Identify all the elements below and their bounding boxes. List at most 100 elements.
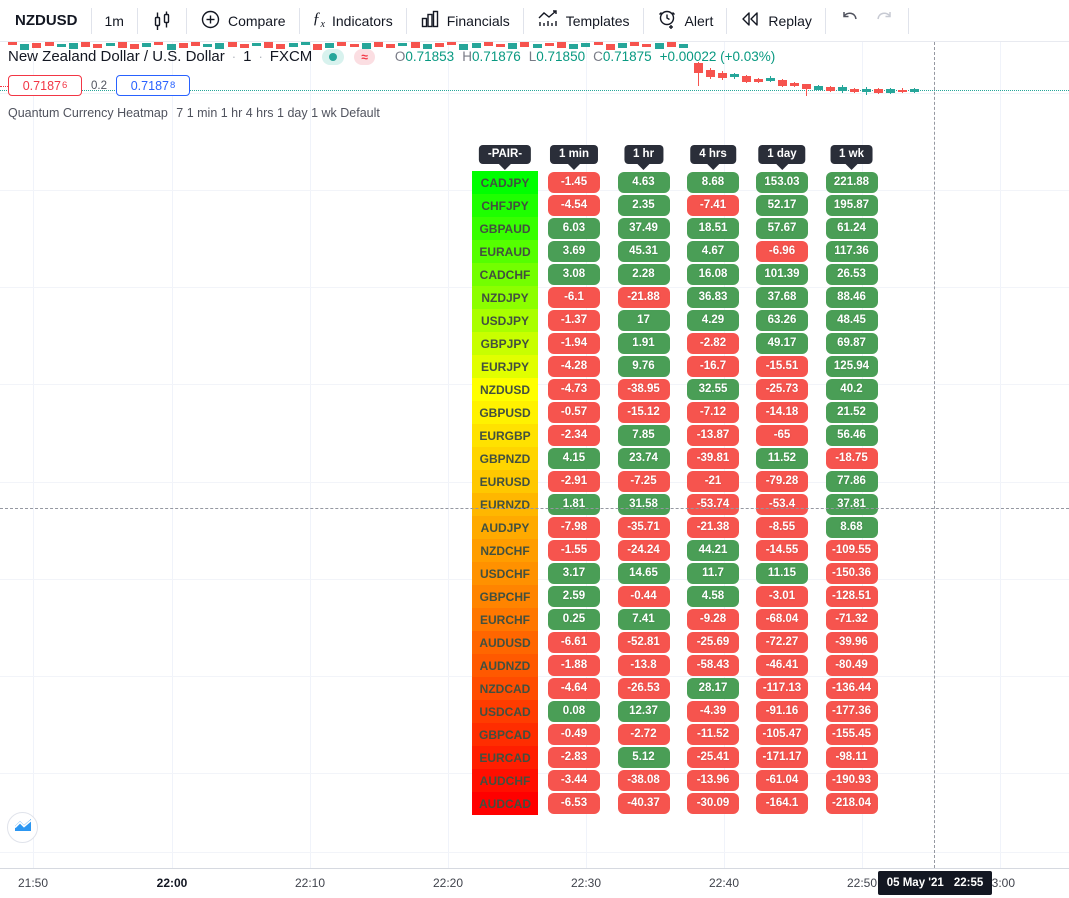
heatmap-value-cell: 5.12 <box>617 746 670 769</box>
alert-button[interactable]: Alert <box>644 0 727 41</box>
heatmap-value-cell: -16.7 <box>687 355 739 378</box>
candle-tape-mark <box>459 44 469 50</box>
heatmap-column-header: 1 wk <box>830 145 873 170</box>
chart-type-button[interactable] <box>138 0 186 41</box>
candle-tape-mark <box>81 42 91 47</box>
heatmap-value-cell: -6.53 <box>548 792 600 815</box>
heatmap-pair-cell: EURCAD <box>472 746 538 769</box>
candle-tape-mark <box>483 42 493 46</box>
heatmap-pair-cell: CADJPY <box>472 171 538 194</box>
bar-chart-icon <box>420 9 440 32</box>
candlestick-icon <box>151 10 173 32</box>
symbol-legend[interactable]: New Zealand Dollar / U.S. Dollar · 1 · F… <box>8 48 775 65</box>
ohlc-item: H0.71876 <box>462 49 521 64</box>
heatmap-value-cell: -0.44 <box>617 585 670 608</box>
heatmap-value-cell: 18.51 <box>687 217 739 240</box>
candle-tape-mark <box>56 44 66 47</box>
heatmap-value-cell: -21.38 <box>687 516 739 539</box>
legend-dot-separator: · <box>231 49 237 64</box>
heatmap-value-cell: 45.31 <box>617 240 670 263</box>
candle-tape-mark <box>313 44 322 50</box>
toolbar-separator <box>726 7 728 34</box>
candle-tape-mark <box>532 44 542 48</box>
toolbar-separator <box>522 7 524 34</box>
candle-tape-mark <box>618 43 627 48</box>
candle-body <box>910 89 919 92</box>
heatmap-value-cell: -3.01 <box>756 585 808 608</box>
candle-tape-mark <box>471 43 481 48</box>
undo-icon[interactable] <box>840 10 860 31</box>
heatmap-pair-cell: USDCAD <box>472 700 538 723</box>
heatmap-column-header: 4 hrs <box>690 145 736 170</box>
heatmap-value-cell: -24.24 <box>617 539 670 562</box>
candle-body <box>886 89 895 93</box>
ask-sup: 8 <box>169 79 176 91</box>
crosshair-time: 22:55 <box>953 877 984 889</box>
heatmap-value-cell: -1.45 <box>548 171 600 194</box>
compare-button[interactable]: Compare <box>187 0 299 41</box>
status-dot-icon <box>329 52 338 61</box>
candle-tape-mark <box>544 43 554 46</box>
heatmap-value-cell: -21 <box>687 470 739 493</box>
heatmap-value-cell: -21.88 <box>617 286 670 309</box>
heatmap-pair-cell: CADCHF <box>472 263 538 286</box>
candle-tape-mark <box>666 42 676 47</box>
candle-tape-mark <box>557 42 566 48</box>
heatmap-value-cell: 88.46 <box>825 286 878 309</box>
heatmap-value-cell: -117.13 <box>756 677 808 700</box>
interval-button[interactable]: 1m <box>92 0 137 41</box>
heatmap-value-cell: -1.88 <box>548 654 600 677</box>
heatmap-value-cell: -65 <box>756 424 808 447</box>
heatmap-pair-cell: GBPAUD <box>472 217 538 240</box>
time-axis[interactable]: 21:50 22:00 22:10 22:20 22:30 22:40 22:50 23:00… <box>0 868 1069 898</box>
indicator-legend[interactable]: Quantum Currency Heatmap 7 1 min 1 hr 4 … <box>8 106 380 120</box>
candle-tape-mark <box>264 42 274 48</box>
replay-button[interactable]: Replay <box>727 0 825 41</box>
candle-tape-mark <box>410 42 420 48</box>
candle-body <box>874 89 883 93</box>
data-status-pill[interactable] <box>322 48 345 65</box>
indicator-title[interactable]: Quantum Currency Heatmap <box>8 106 168 120</box>
approx-price-pill[interactable]: ≈ <box>354 48 375 65</box>
heatmap-value-cell: 6.03 <box>548 217 600 240</box>
time-axis-label: 22:20 <box>432 876 464 890</box>
vertical-gridline <box>310 42 311 868</box>
candle-tape-mark <box>20 44 30 50</box>
indicators-button[interactable]: ƒx Indicators <box>300 0 406 41</box>
heatmap-value-cell: 26.53 <box>825 263 878 286</box>
candle-body <box>742 76 751 82</box>
candle-tape-mark <box>288 43 298 47</box>
candle-tape-mark <box>593 42 603 45</box>
candle-tape-mark <box>252 43 261 46</box>
chart-area[interactable]: New Zealand Dollar / U.S. Dollar · 1 · F… <box>0 42 1069 868</box>
heatmap-value-cell: -14.55 <box>756 539 808 562</box>
heatmap-value-cell: -15.51 <box>756 355 808 378</box>
candle-body <box>802 84 811 89</box>
quick-chart-button[interactable] <box>7 812 38 843</box>
financials-button[interactable]: Financials <box>407 0 523 41</box>
heatmap-value-cell: -13.8 <box>617 654 670 677</box>
heatmap-value-cell: 9.76 <box>617 355 670 378</box>
symbol-button[interactable]: NZDUSD <box>0 0 91 41</box>
heatmap-value-cell: 31.58 <box>617 493 670 516</box>
candle-body <box>790 83 799 86</box>
candle-tape-mark <box>166 44 176 50</box>
symbol-description[interactable]: New Zealand Dollar / U.S. Dollar <box>8 48 225 65</box>
heatmap-value-cell: -72.27 <box>756 631 808 654</box>
replay-label: Replay <box>768 12 812 29</box>
heatmap-value-cell: -7.12 <box>687 401 739 424</box>
heatmap-pair-cell: AUDCAD <box>472 792 538 815</box>
heatmap-value-cell: -171.17 <box>756 746 808 769</box>
templates-button[interactable]: Templates <box>524 0 643 41</box>
toolbar-separator <box>405 7 407 34</box>
toolbar-separator <box>185 7 187 34</box>
alert-clock-icon <box>657 9 678 33</box>
candle-tape-mark <box>142 43 152 47</box>
change-pct: (+0.03%) <box>720 49 776 64</box>
redo-icon[interactable] <box>874 10 894 31</box>
candle-body <box>898 90 907 92</box>
area-chart-icon <box>13 818 32 837</box>
heatmap-value-cell: 1.81 <box>548 493 600 516</box>
heatmap-value-cell: 37.68 <box>756 286 808 309</box>
ohlc-item: O0.71853 <box>394 49 455 64</box>
